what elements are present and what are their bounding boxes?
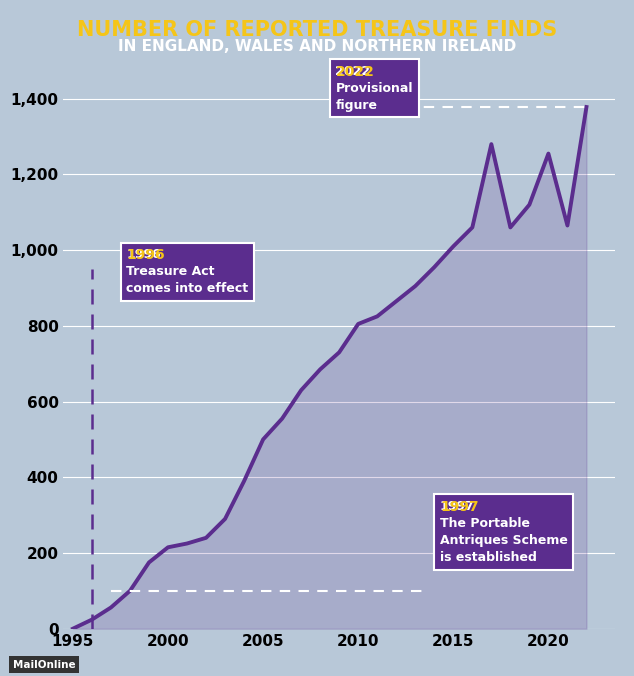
Text: 2022
Provisional
figure: 2022 Provisional figure [335,65,413,112]
Text: 1996
Treasure Act
comes into effect: 1996 Treasure Act comes into effect [126,248,249,295]
Text: IN ENGLAND, WALES AND NORTHERN IRELAND: IN ENGLAND, WALES AND NORTHERN IRELAND [118,39,516,53]
Text: NUMBER OF REPORTED TREASURE FINDS: NUMBER OF REPORTED TREASURE FINDS [77,20,557,41]
Text: MailOnline: MailOnline [13,660,75,670]
Text: 1997
The Portable
Antriques Scheme
is established: 1997 The Portable Antriques Scheme is es… [440,500,568,564]
Text: 2022: 2022 [335,65,374,78]
Text: 1997: 1997 [440,500,479,514]
Text: 1996: 1996 [126,248,165,262]
